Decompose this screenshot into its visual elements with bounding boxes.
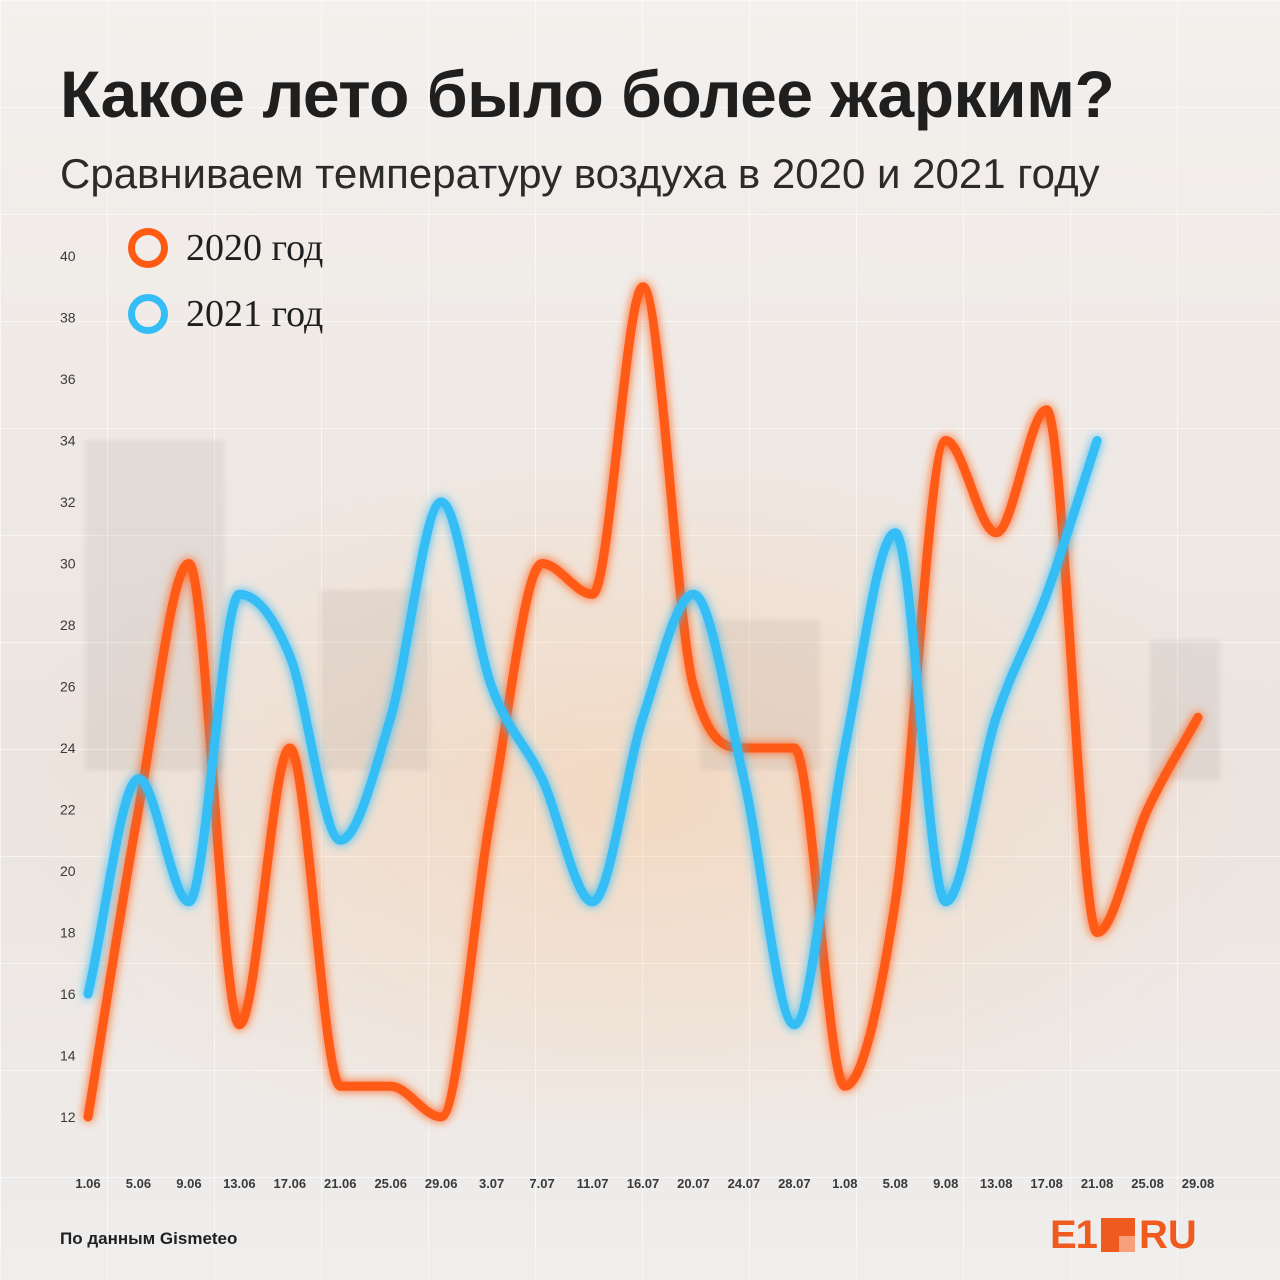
y-axis-ticks: 12 14 16 18 20 22 24 26 28 30 32 34 36 38 40 <box>60 248 76 1125</box>
y-tick-label: 24 <box>60 740 76 756</box>
x-tick-label: 25.06 <box>374 1176 407 1191</box>
x-tick-label: 29.06 <box>425 1176 458 1191</box>
x-tick-label: 13.06 <box>223 1176 256 1191</box>
x-tick-label: 3.07 <box>479 1176 504 1191</box>
y-tick-label: 28 <box>60 617 76 633</box>
y-tick-label: 40 <box>60 248 76 264</box>
y-tick-label: 14 <box>60 1048 76 1064</box>
x-tick-label: 16.07 <box>627 1176 660 1191</box>
logo-mark-icon <box>1100 1218 1135 1252</box>
x-tick-label: 25.08 <box>1131 1176 1164 1191</box>
legend-item-2020: 2020 год <box>128 226 323 270</box>
y-tick-label: 26 <box>60 679 76 695</box>
y-tick-label: 20 <box>60 863 76 879</box>
y-tick-label: 16 <box>60 986 76 1002</box>
x-tick-label: 1.06 <box>75 1176 100 1191</box>
x-tick-label: 17.08 <box>1030 1176 1063 1191</box>
legend-marker-2020 <box>128 228 168 268</box>
x-tick-label: 13.08 <box>980 1176 1013 1191</box>
logo-suffix: RU <box>1138 1213 1197 1257</box>
source-note: По данным Gismeteo <box>60 1229 238 1248</box>
x-tick-label: 21.08 <box>1081 1176 1114 1191</box>
series-line-2021 <box>83 436 1102 1030</box>
legend-item-2021: 2021 год <box>128 292 323 336</box>
y-tick-label: 38 <box>60 310 76 326</box>
x-tick-label: 21.06 <box>324 1176 357 1191</box>
y-tick-label: 30 <box>60 556 76 572</box>
logo-main: E1 <box>1050 1213 1098 1257</box>
x-axis-ticks: 1.06 5.06 9.06 13.06 17.06 21.06 25.06 29.06 3.0… <box>75 1176 1214 1191</box>
legend-marker-2021 <box>128 294 168 334</box>
x-tick-label: 5.08 <box>883 1176 908 1191</box>
x-tick-label: 20.07 <box>677 1176 710 1191</box>
y-tick-label: 32 <box>60 494 76 510</box>
x-tick-label: 9.08 <box>933 1176 958 1191</box>
x-tick-label: 29.08 <box>1182 1176 1215 1191</box>
chart-lines <box>83 282 1203 1122</box>
background-building <box>1150 640 1220 780</box>
e1-logo[interactable]: E1 RU <box>1050 1215 1197 1255</box>
page-subtitle: Сравниваем температуру воздуха в 2020 и … <box>60 150 1100 197</box>
series-line-2020 <box>83 282 1203 1122</box>
x-tick-label: 24.07 <box>728 1176 761 1191</box>
x-tick-label: 5.06 <box>126 1176 151 1191</box>
legend: 2020 год 2021 год <box>128 226 323 358</box>
x-tick-label: 1.08 <box>832 1176 857 1191</box>
y-tick-label: 22 <box>60 802 76 818</box>
legend-label-2020: 2020 год <box>186 227 324 269</box>
x-tick-label: 11.07 <box>577 1176 609 1191</box>
y-tick-label: 34 <box>60 433 76 449</box>
x-tick-label: 7.07 <box>529 1176 554 1191</box>
y-tick-label: 18 <box>60 925 76 941</box>
page-title: Какое лето было более жарким? <box>60 57 1115 131</box>
x-tick-label: 17.06 <box>274 1176 307 1191</box>
x-tick-label: 9.06 <box>176 1176 201 1191</box>
legend-label-2021: 2021 год <box>186 293 324 335</box>
y-tick-label: 36 <box>60 371 76 387</box>
x-tick-label: 28.07 <box>778 1176 811 1191</box>
y-tick-label: 12 <box>60 1109 76 1125</box>
